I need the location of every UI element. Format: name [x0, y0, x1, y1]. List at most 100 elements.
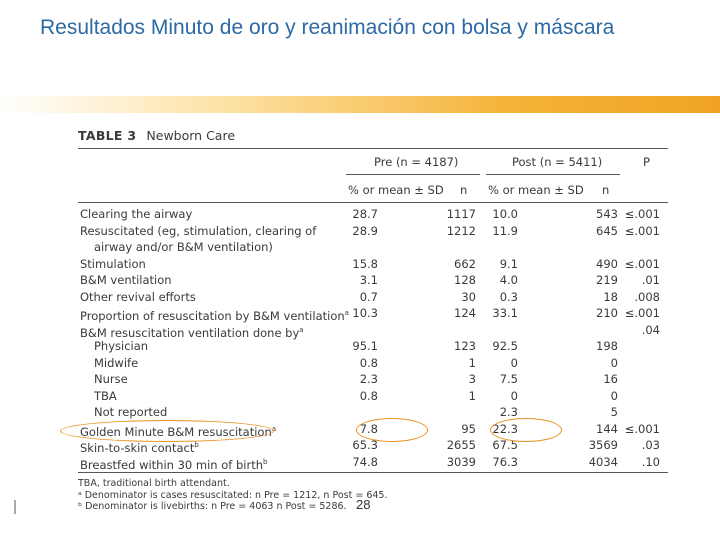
highlight-oval-post	[490, 418, 562, 442]
cell-pre-pct: 10.3	[352, 306, 378, 320]
cell-pre-pct: 15.8	[352, 256, 378, 271]
cell-pre-n: 95	[461, 421, 476, 436]
footnote-marker: a	[344, 309, 349, 317]
row-label: Stimulation	[80, 256, 146, 271]
cell-post-pct: 10.0	[492, 207, 518, 221]
cell-post-n: 0	[610, 388, 618, 403]
row-label: Skin-to-skin contactb	[80, 440, 199, 455]
cell-post-n: 219	[596, 273, 618, 287]
cell-post-n: 16	[603, 372, 618, 386]
subheader-pre-n: n	[460, 183, 468, 197]
cell-post-pct: 0	[510, 355, 518, 370]
subheader-post-n: n	[602, 183, 610, 197]
row-label: Not reported	[94, 405, 168, 419]
cell-pre-n: 662	[454, 256, 476, 271]
cell-post-pct: 2.3	[499, 405, 518, 419]
row-label: Midwife	[94, 355, 139, 370]
cell-p: .008	[634, 289, 660, 304]
table-footnotes: TBA, traditional birth attendant. ᵃ Denom…	[78, 478, 387, 513]
cell-post-n: 4034	[588, 454, 618, 469]
cell-p: ≤.001	[624, 207, 660, 221]
row-label: TBA	[94, 388, 117, 403]
cell-pre-n: 1117	[446, 207, 476, 221]
cell-post-pct: 7.5	[499, 372, 518, 386]
footnote-marker: b	[263, 457, 268, 466]
cell-pre-n: 30	[461, 289, 476, 304]
cell-pre-n: 3	[468, 372, 476, 386]
footnote-marker: b	[194, 441, 199, 449]
row-label: B&M ventilation	[80, 273, 172, 287]
row-label: Resuscitated (eg, stimulation, clearing …	[80, 223, 317, 238]
cell-post-n: 543	[596, 207, 618, 221]
header-p: P	[643, 155, 650, 169]
cell-pre-n: 2655	[446, 438, 476, 452]
cell-pre-n: 128	[454, 273, 476, 287]
cell-post-pct: 33.1	[492, 306, 518, 320]
cell-pre-n: 1	[468, 388, 476, 403]
footnote-marker: a	[271, 424, 277, 433]
cell-pre-pct: 0.8	[359, 388, 378, 403]
cell-post-n: 210	[596, 306, 618, 320]
cell-post-n: 5	[610, 405, 618, 419]
cell-post-n: 144	[596, 421, 618, 436]
cell-pre-pct: 2.3	[359, 372, 378, 386]
cell-post-pct: 67.5	[492, 438, 518, 452]
cell-pre-n: 123	[454, 339, 476, 353]
cell-post-n: 490	[596, 256, 618, 271]
cell-pre-pct: 28.9	[352, 223, 378, 238]
highlight-oval-pre	[356, 418, 428, 442]
cell-post-n: 3569	[588, 438, 618, 452]
rule-top	[78, 148, 668, 149]
footnote: ᵇ Denominator is livebirths: n Pre = 406…	[78, 501, 347, 512]
cell-pre-pct: 28.7	[352, 207, 378, 221]
highlight-oval-label	[60, 420, 274, 442]
subheader-post-stat: % or mean ± SD	[488, 183, 584, 197]
cell-p: .04	[641, 322, 660, 337]
footnote-marker: a	[299, 325, 304, 334]
rule-bottom	[78, 472, 668, 473]
slide-title: Resultados Minuto de oro y reanimación c…	[40, 16, 615, 39]
cell-pre-pct: 0.8	[359, 355, 378, 370]
rule-post-group	[486, 174, 620, 175]
row-label: Nurse	[94, 372, 128, 386]
table-title: TABLE 3 Newborn Care	[78, 128, 668, 143]
cell-pre-pct: 74.8	[352, 454, 378, 469]
cell-p: .01	[641, 273, 660, 287]
header-post: Post (n = 5411)	[512, 155, 603, 169]
cell-post-n: 198	[596, 339, 618, 353]
cell-pre-pct: 3.1	[359, 273, 378, 287]
row-label: airway and/or B&M ventilation)	[94, 240, 273, 254]
cell-p: .03	[641, 438, 660, 452]
cell-post-n: 0	[610, 355, 618, 370]
table-label: TABLE 3	[78, 128, 137, 143]
subheader-pre-stat: % or mean ± SD	[348, 183, 444, 197]
cell-p: ≤.001	[624, 421, 660, 436]
cell-pre-pct: 95.1	[352, 339, 378, 353]
left-edge-mark	[14, 500, 16, 514]
row-label: Breastfed within 30 min of birthb	[80, 457, 268, 472]
row-label: Clearing the airway	[80, 207, 193, 221]
cell-pre-pct: 0.7	[359, 289, 378, 304]
footnote: TBA, traditional birth attendant.	[78, 478, 230, 489]
row-label: Proportion of resuscitation by B&M venti…	[80, 308, 349, 323]
cell-post-pct: 0.3	[499, 289, 518, 304]
header-pre: Pre (n = 4187)	[374, 155, 459, 169]
cell-pre-n: 3039	[446, 454, 476, 469]
rule-pre-group	[346, 174, 480, 175]
row-label: Other revival efforts	[80, 289, 196, 304]
row-label: Physician	[94, 339, 149, 353]
cell-post-pct: 92.5	[492, 339, 518, 353]
cell-post-pct: 0	[510, 388, 518, 403]
cell-post-n: 18	[603, 289, 618, 304]
cell-pre-n: 1	[468, 355, 476, 370]
table-caption: Newborn Care	[146, 128, 236, 143]
cell-p: ≤.001	[624, 223, 660, 238]
footnote: ᵃ Denominator is cases resuscitated: n P…	[78, 489, 388, 501]
newborn-care-table: TABLE 3 Newborn Care Pre (n = 4187) Post …	[78, 128, 668, 473]
cell-post-n: 645	[596, 223, 618, 238]
cell-p: .10	[641, 454, 660, 469]
cell-p: ≤.001	[624, 306, 660, 320]
rule-header-bottom	[78, 202, 668, 203]
cell-pre-pct: 65.3	[352, 438, 378, 452]
cell-post-pct: 4.0	[499, 273, 518, 287]
